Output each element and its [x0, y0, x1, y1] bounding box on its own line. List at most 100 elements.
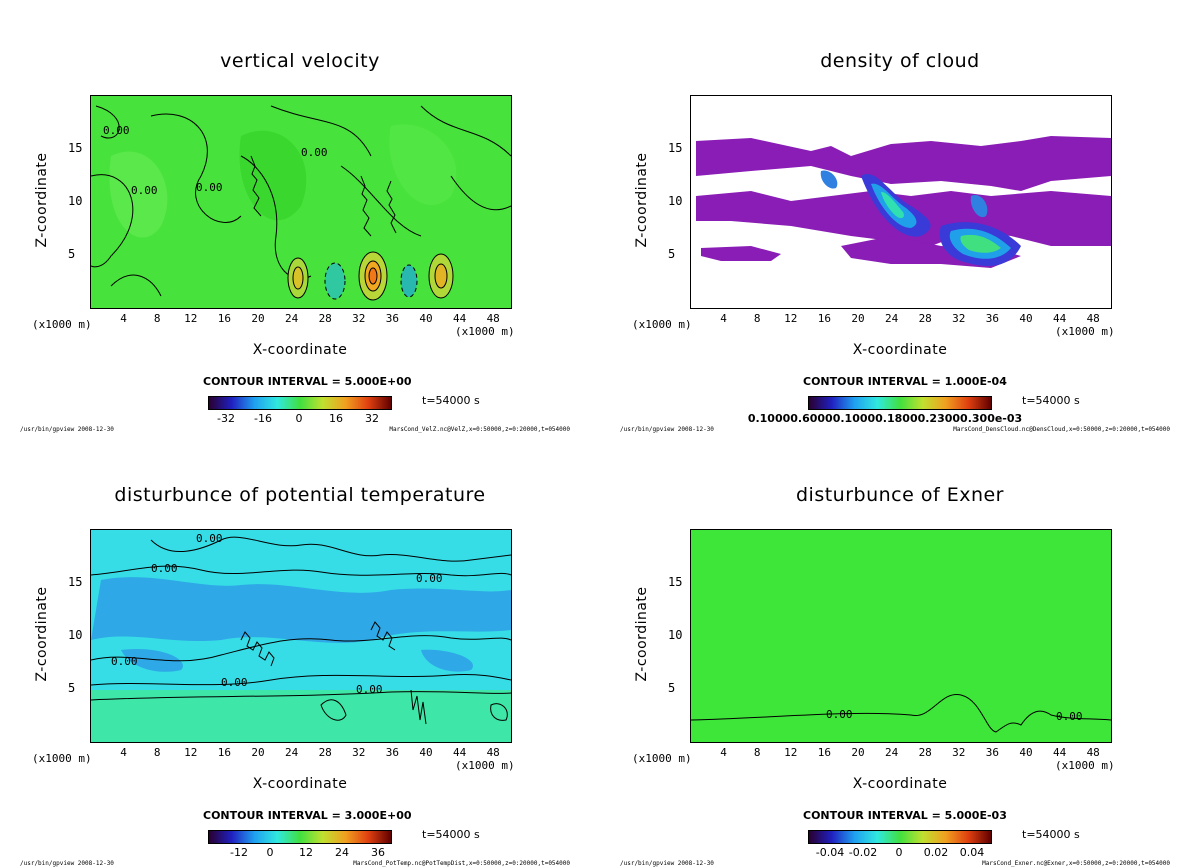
colorbar — [208, 830, 392, 844]
colorbar-tick: 0 — [295, 412, 303, 425]
contour-label: 0.00 — [131, 184, 158, 197]
y-tick-label: 5 — [68, 247, 76, 261]
x-tick-label: 44 — [1052, 746, 1067, 759]
y-axis-label: Z-coordinate — [34, 586, 50, 682]
contour-interval: CONTOUR INTERVAL = 5.000E+00 — [203, 375, 412, 388]
contour-label: 0.00 — [826, 708, 853, 721]
x-tick-label: 36 — [985, 746, 1000, 759]
x-tick-label: 4 — [720, 312, 727, 325]
x-tick-label: 44 — [452, 312, 467, 325]
tool-path: /usr/bin/gpview 2008-12-30 — [620, 426, 714, 433]
source-path: MarsCond_DensCloud.nc@DensCloud,x=0:5000… — [953, 426, 1170, 433]
time-label: t=54000 s — [422, 394, 480, 407]
x-tick-label: 40 — [419, 312, 433, 325]
y-tick-label: 10 — [68, 194, 83, 208]
x-axis-label: X-coordinate — [852, 342, 948, 358]
x-tick-label: 44 — [452, 746, 467, 759]
y-tick-label: 15 — [68, 141, 83, 155]
x-tick-label: 20 — [851, 746, 865, 759]
y-tick-label: 5 — [668, 681, 676, 695]
x-unit-label: (x1000 m) — [1055, 325, 1115, 338]
x-tick-label: 20 — [251, 746, 265, 759]
x-tick-label: 40 — [1019, 746, 1033, 759]
x-tick-label: 16 — [217, 312, 232, 325]
colorbar-tick: 0.10000.60000.10000.18000.23000.300e-03 — [747, 412, 1023, 425]
contour-label: 0.00 — [103, 124, 130, 137]
cloud-density-field — [691, 96, 1111, 308]
x-tick-label: 16 — [217, 746, 232, 759]
y-axis-label: Z-coordinate — [634, 152, 650, 248]
colorbar-tick: 12 — [299, 846, 313, 859]
contour-interval: CONTOUR INTERVAL = 3.000E+00 — [203, 809, 412, 822]
x-tick-label: 8 — [153, 312, 161, 325]
source-path: MarsCond_VelZ.nc@VelZ,x=0:50000,z=0:2000… — [389, 426, 570, 433]
x-tick-label: 12 — [784, 746, 798, 759]
source-path: MarsCond_Exner.nc@Exner,x=0:50000,z=0:20… — [982, 860, 1170, 867]
contour-label: 0.00 — [416, 572, 443, 585]
x-axis-label: X-coordinate — [852, 776, 948, 792]
x-tick-label: 24 — [884, 312, 899, 325]
contour-label: 0.00 — [356, 683, 383, 696]
contour-interval: CONTOUR INTERVAL = 1.000E-04 — [803, 375, 1007, 388]
colorbar-tick: -16 — [254, 412, 272, 425]
chart-panel-potential-temperature: disturbunce of potential temperature 0.0… — [0, 434, 600, 868]
x-tick-label: 12 — [184, 746, 198, 759]
y-tick-label: 5 — [668, 247, 676, 261]
colorbar-tick: 32 — [365, 412, 379, 425]
colorbar — [808, 830, 992, 844]
x-tick-label: 40 — [1019, 312, 1033, 325]
x-tick-label: 28 — [318, 312, 332, 325]
x-tick-label: 8 — [753, 746, 761, 759]
x-tick-label: 48 — [486, 746, 500, 759]
x-tick-label: 8 — [153, 746, 161, 759]
contour-label: 0.00 — [221, 676, 248, 689]
colorbar — [808, 396, 992, 410]
potential-temperature-field — [91, 530, 511, 742]
plot-area: 0.00 0.00 0.00 0.00 0.00 0.00 — [90, 529, 512, 743]
y-tick-label: 15 — [68, 575, 83, 589]
contour-label: 0.00 — [111, 655, 138, 668]
y-axis-label: Z-coordinate — [34, 152, 50, 248]
x-tick-label: 12 — [184, 312, 198, 325]
x-tick-label: 20 — [851, 312, 865, 325]
x-tick-label: 16 — [817, 746, 832, 759]
chart-title: vertical velocity — [220, 50, 380, 72]
x-tick-label: 48 — [1086, 746, 1100, 759]
chart-panel-vertical-velocity: vertical velocity — [0, 0, 600, 434]
x-tick-label: 4 — [120, 312, 127, 325]
contour-label: 0.00 — [196, 181, 223, 194]
time-label: t=54000 s — [1022, 394, 1080, 407]
tool-path: /usr/bin/gpview 2008-12-30 — [20, 426, 114, 433]
x-unit-label: (x1000 m) — [455, 325, 515, 338]
tool-path: /usr/bin/gpview 2008-12-30 — [20, 860, 114, 867]
source-path: MarsCond_PotTemp.nc@PotTempDist,x=0:5000… — [353, 860, 570, 867]
plot-area: 0.00 0.00 0.00 0.00 — [90, 95, 512, 309]
x-tick-label: 36 — [385, 746, 400, 759]
contour-label: 0.00 — [196, 532, 223, 545]
x-axis-label: X-coordinate — [252, 342, 348, 358]
x-unit-label: (x1000 m) — [32, 318, 92, 331]
colorbar-tick: -12 — [230, 846, 248, 859]
x-unit-label: (x1000 m) — [32, 752, 92, 765]
x-tick-label: 24 — [284, 746, 299, 759]
y-axis-label: Z-coordinate — [634, 586, 650, 682]
chart-panel-density-of-cloud: density of cloud (x1000 m) (x1000 m) X-c… — [600, 0, 1200, 434]
colorbar-tick: 24 — [335, 846, 349, 859]
x-tick-label: 20 — [251, 312, 265, 325]
x-tick-label: 28 — [918, 312, 932, 325]
y-tick-label: 15 — [668, 141, 683, 155]
contour-label: 0.00 — [151, 562, 178, 575]
y-tick-label: 15 — [668, 575, 683, 589]
colorbar-tick: 0.04 — [959, 846, 985, 859]
x-tick-label: 32 — [352, 746, 366, 759]
colorbar — [208, 396, 392, 410]
colorbar-tick: 0 — [266, 846, 274, 859]
contour-label: 0.00 — [301, 146, 328, 159]
y-tick-label: 5 — [68, 681, 76, 695]
chart-title: disturbunce of potential temperature — [114, 484, 486, 506]
x-tick-label: 8 — [753, 312, 761, 325]
x-axis-label: X-coordinate — [252, 776, 348, 792]
y-tick-label: 10 — [68, 628, 83, 642]
colorbar-tick: 36 — [371, 846, 385, 859]
x-tick-label: 36 — [985, 312, 1000, 325]
